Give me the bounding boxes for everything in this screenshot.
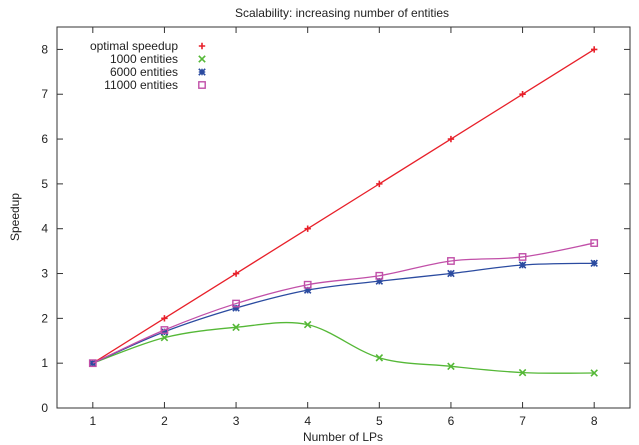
data-point xyxy=(447,257,455,265)
legend-marker xyxy=(198,42,206,50)
data-point xyxy=(232,304,240,312)
data-point xyxy=(590,259,598,267)
data-point xyxy=(232,270,240,277)
legend-marker xyxy=(198,81,206,89)
data-point xyxy=(375,277,384,285)
x-tick-label: 4 xyxy=(304,414,311,428)
series-layer xyxy=(88,46,599,377)
data-point xyxy=(447,269,455,278)
legend-label: 1000 entities xyxy=(110,52,178,66)
data-point xyxy=(590,46,598,53)
x-tick-label: 7 xyxy=(519,414,526,428)
y-tick-label: 2 xyxy=(41,311,48,325)
legend-label: optimal speedup xyxy=(90,39,178,53)
data-point xyxy=(303,320,312,329)
data-point xyxy=(518,253,527,261)
data-point xyxy=(447,362,455,371)
data-point xyxy=(376,180,383,188)
data-point xyxy=(160,328,169,336)
data-point xyxy=(590,239,599,247)
data-point xyxy=(590,369,598,377)
data-point xyxy=(375,354,384,362)
axis-ticks: 0 1 2 3 4 5 6 7 8 1 2 3 4 5 6 7 8 xyxy=(41,27,630,428)
data-point xyxy=(232,299,240,308)
y-axis-label: Speedup xyxy=(8,193,22,241)
data-point xyxy=(160,326,169,334)
chart-title: Scalability: increasing number of entiti… xyxy=(235,6,449,20)
data-point xyxy=(303,286,312,294)
x-axis-label: Number of LPs xyxy=(303,430,383,444)
y-tick-label: 4 xyxy=(41,222,48,236)
data-point xyxy=(375,271,384,280)
data-point xyxy=(303,280,312,289)
series-3 xyxy=(88,239,599,368)
x-tick-label: 6 xyxy=(448,414,455,428)
data-point xyxy=(232,323,240,332)
data-point xyxy=(88,359,97,368)
series-line xyxy=(92,321,595,374)
series-2 xyxy=(89,259,598,367)
y-tick-label: 8 xyxy=(41,42,48,56)
series-0 xyxy=(89,46,598,367)
data-point xyxy=(447,135,455,143)
y-tick-label: 3 xyxy=(41,267,48,281)
data-point xyxy=(518,368,527,377)
data-point xyxy=(518,261,527,269)
legend-marker xyxy=(198,55,206,63)
series-line xyxy=(92,48,595,364)
x-tick-label: 5 xyxy=(376,414,383,428)
x-tick-label: 1 xyxy=(89,414,96,428)
x-tick-label: 8 xyxy=(591,414,598,428)
x-tick-label: 2 xyxy=(161,414,168,428)
data-point xyxy=(160,333,169,342)
series-line xyxy=(92,242,595,364)
y-tick-label: 0 xyxy=(41,401,48,415)
legend-label: 11000 entities xyxy=(104,78,178,92)
data-point xyxy=(161,315,168,322)
y-tick-label: 5 xyxy=(41,177,48,191)
x-tick-label: 3 xyxy=(233,414,240,428)
legend-marker xyxy=(198,68,206,76)
plot-frame xyxy=(56,26,631,409)
data-point xyxy=(519,91,526,98)
legend-label: 6000 entities xyxy=(110,65,178,79)
y-tick-label: 1 xyxy=(41,356,48,370)
data-point xyxy=(304,225,311,232)
y-tick-label: 7 xyxy=(41,87,48,101)
y-tick-label: 6 xyxy=(41,132,48,146)
series-line xyxy=(92,262,595,364)
